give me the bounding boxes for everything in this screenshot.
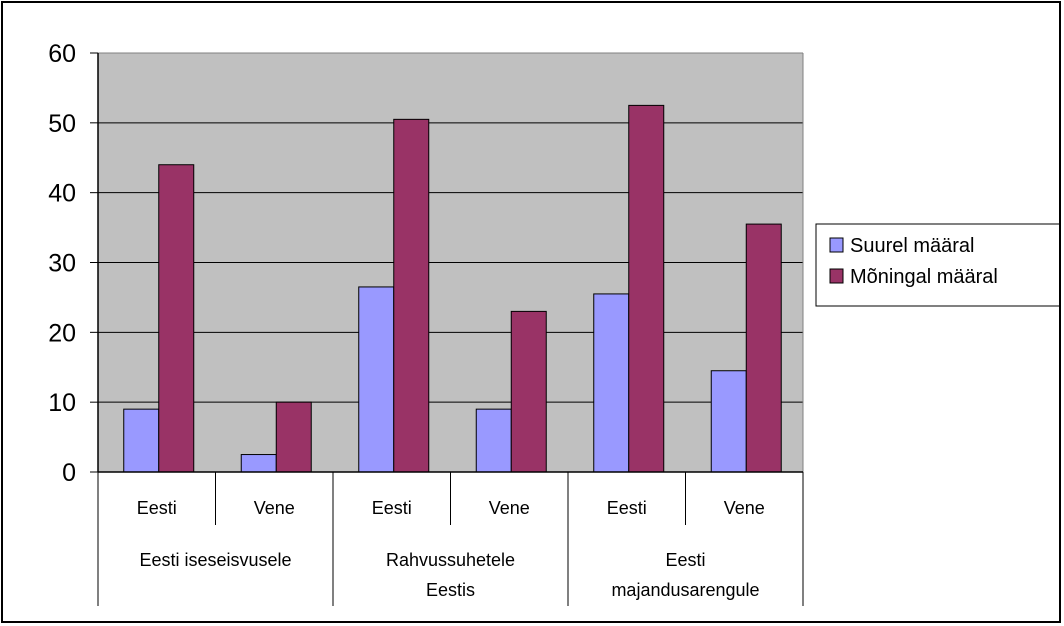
legend-box bbox=[815, 223, 1059, 307]
y-tick-label: 20 bbox=[48, 319, 76, 347]
x-category-label: Vene bbox=[724, 498, 765, 518]
x-category-label: Eesti bbox=[137, 498, 177, 518]
bar-suurel bbox=[710, 370, 747, 473]
bar-chart: 0 10 20 30 40 50 60 Eesti Vene Eesti Vene Eesti Vene… bbox=[48, 40, 1059, 606]
x-group-label: Eestis bbox=[426, 580, 475, 600]
bar-suurel bbox=[240, 454, 277, 473]
bar-moningal bbox=[628, 104, 665, 473]
legend: Suurel määral Mõningal määral bbox=[815, 223, 1059, 307]
legend-label: Mõningal määral bbox=[850, 266, 998, 288]
legend-swatch bbox=[829, 237, 844, 253]
x-category-label: Eesti bbox=[607, 498, 647, 518]
bar-moningal bbox=[393, 118, 430, 473]
x-category-label: Eesti bbox=[372, 498, 412, 518]
bars bbox=[123, 104, 782, 473]
y-tick-label: 60 bbox=[48, 40, 76, 68]
y-tick-label: 0 bbox=[62, 459, 76, 487]
bar-suurel bbox=[593, 293, 630, 473]
x-group-label: Eesti iseseisvusele bbox=[139, 550, 291, 570]
x-group-label: Rahvussuhetele bbox=[386, 550, 515, 570]
x-category-label: Vene bbox=[254, 498, 295, 518]
y-tick-label: 40 bbox=[48, 180, 76, 208]
x-group-label: majandusarengule bbox=[611, 580, 759, 600]
bar-suurel bbox=[475, 408, 512, 473]
legend-swatch bbox=[829, 268, 844, 284]
bar-moningal bbox=[275, 401, 312, 473]
axis-labels: 0 10 20 30 40 50 60 Eesti Vene Eesti Vene Eesti Vene… bbox=[48, 40, 765, 600]
y-tick-label: 30 bbox=[48, 250, 76, 278]
y-tick-label: 50 bbox=[48, 110, 76, 138]
bar-suurel bbox=[123, 408, 160, 473]
x-category-label: Vene bbox=[489, 498, 530, 518]
bar-moningal bbox=[745, 223, 782, 473]
bar-suurel bbox=[358, 286, 395, 473]
bar-moningal bbox=[510, 310, 547, 473]
x-group-label: Eesti bbox=[665, 550, 705, 570]
y-tick-label: 10 bbox=[48, 389, 76, 417]
legend-label: Suurel määral bbox=[850, 235, 975, 257]
axes bbox=[90, 52, 804, 606]
bar-moningal bbox=[158, 164, 195, 473]
